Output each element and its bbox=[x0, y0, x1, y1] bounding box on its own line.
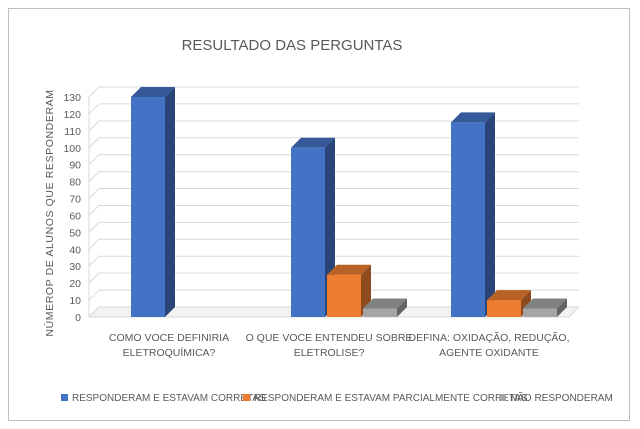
bar-side bbox=[557, 298, 567, 317]
y-tick-label: 60 bbox=[69, 210, 81, 222]
bar-top bbox=[327, 264, 371, 275]
y-tick-label: 120 bbox=[63, 109, 81, 121]
y-tick-label: 50 bbox=[69, 227, 81, 239]
bar bbox=[131, 87, 175, 317]
y-tick-label: 110 bbox=[64, 126, 81, 138]
bar-top bbox=[291, 137, 335, 148]
bar-side bbox=[397, 298, 407, 317]
bar-front bbox=[131, 97, 165, 317]
y-axis-label: NÚMEROP DE ALUNOS QUE RESPONDERAM bbox=[43, 89, 56, 336]
bar bbox=[487, 290, 531, 317]
bar-top bbox=[523, 298, 567, 309]
legend-swatch bbox=[499, 394, 506, 401]
y-tick-label: 130 bbox=[63, 92, 81, 104]
gridline-side bbox=[88, 205, 100, 216]
legend-item: NÃO RESPONDERAM bbox=[499, 391, 613, 404]
bar bbox=[451, 112, 495, 317]
legend-label: RESPONDERAM E ESTAVAM PARCIALMENTE CORRE… bbox=[254, 393, 528, 404]
gridline-side bbox=[88, 137, 100, 149]
gridline-side bbox=[88, 171, 100, 182]
bar-front bbox=[363, 308, 397, 317]
gridline-side bbox=[88, 289, 100, 301]
x-axis-categories: COMO VOCE DEFINIRIA ELETROQUÍMICA? O QUE V… bbox=[109, 331, 570, 359]
gridline-side bbox=[88, 86, 100, 98]
bar-top bbox=[451, 112, 495, 123]
legend-swatch bbox=[61, 394, 68, 401]
gridline-side bbox=[88, 103, 100, 115]
bar-front bbox=[327, 274, 361, 317]
chart-frame: RESULTADO DAS PERGUNTAS 0 10 20 30 40 50 60 70 8… bbox=[8, 8, 630, 421]
y-tick-label: 20 bbox=[69, 278, 81, 290]
gridline-side bbox=[88, 272, 100, 284]
y-tick-label: 100 bbox=[63, 143, 81, 155]
bar-front bbox=[523, 308, 557, 317]
category-label: ELETROQUÍMICA? bbox=[123, 346, 216, 359]
legend-item: RESPONDERAM E ESTAVAM PARCIALMENTE CORRE… bbox=[243, 393, 528, 404]
category-label: COMO VOCE DEFINIRIA bbox=[109, 332, 229, 344]
category-label: AGENTE OXIDANTE bbox=[439, 347, 539, 359]
bar bbox=[327, 264, 371, 317]
bar-chart: RESULTADO DAS PERGUNTAS 0 10 20 30 40 50 60 70 8… bbox=[43, 37, 613, 404]
bars bbox=[131, 87, 567, 317]
bar-side bbox=[165, 87, 175, 317]
category-label: DEFINA: OXIDAÇÃO, REDUÇÃO, bbox=[408, 331, 569, 344]
y-tick-label: 0 bbox=[75, 312, 81, 324]
y-tick-label: 30 bbox=[69, 261, 81, 273]
y-tick-label: 70 bbox=[69, 194, 81, 206]
bar-top bbox=[363, 298, 407, 309]
bar-front bbox=[487, 300, 521, 317]
y-tick-label: 40 bbox=[69, 244, 81, 256]
y-tick-label: 10 bbox=[69, 295, 81, 307]
legend-item: RESPONDERAM E ESTAVAM CORRETAS bbox=[61, 393, 266, 404]
gridline-side bbox=[88, 222, 100, 233]
legend-swatch bbox=[243, 394, 250, 401]
legend-label: NÃO RESPONDERAM bbox=[510, 391, 613, 404]
gridline-side bbox=[88, 120, 100, 132]
bar-front bbox=[291, 147, 325, 317]
y-axis-ticks: 0 10 20 30 40 50 60 70 80 90 100 110 120 130 bbox=[63, 92, 81, 324]
y-tick-label: 80 bbox=[69, 177, 81, 189]
bar bbox=[523, 298, 567, 317]
gridline-side bbox=[88, 188, 100, 199]
y-tick-label: 90 bbox=[69, 160, 81, 172]
gridline-side bbox=[88, 306, 100, 318]
legend: RESPONDERAM E ESTAVAM CORRETASRESPONDERA… bbox=[61, 391, 613, 404]
bar-side bbox=[485, 112, 495, 317]
gridline-side bbox=[88, 154, 100, 166]
category-label: ELETROLISE? bbox=[294, 347, 365, 359]
bar-front bbox=[451, 122, 485, 317]
bar bbox=[363, 298, 407, 317]
category-label: O QUE VOCE ENTENDEU SOBRE bbox=[246, 332, 413, 344]
bar-top bbox=[131, 87, 175, 97]
gridline-side bbox=[88, 255, 100, 267]
chart-title: RESULTADO DAS PERGUNTAS bbox=[182, 37, 403, 54]
legend-label: RESPONDERAM E ESTAVAM CORRETAS bbox=[72, 393, 266, 404]
gridline-side bbox=[88, 238, 100, 250]
bar-top bbox=[487, 290, 531, 301]
